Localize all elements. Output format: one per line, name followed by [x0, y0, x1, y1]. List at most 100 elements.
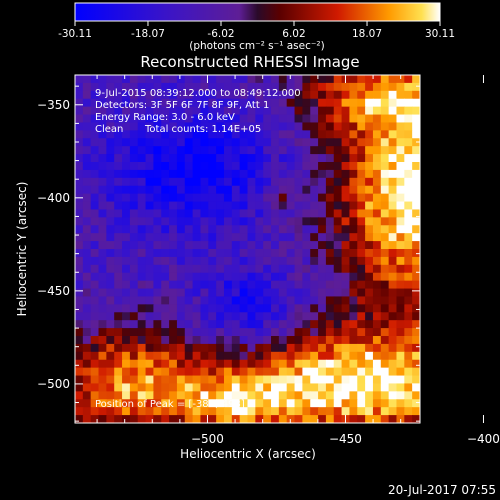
heatmap-cell	[380, 146, 390, 155]
heatmap-cell	[318, 320, 327, 329]
heatmap-cell	[263, 256, 272, 266]
heatmap-cell	[122, 399, 131, 408]
heatmap-cell	[341, 138, 351, 147]
heatmap-cell	[208, 296, 217, 305]
heatmap-cell	[302, 249, 311, 258]
heatmap-cell	[184, 288, 194, 298]
heatmap-cell	[388, 201, 398, 211]
heatmap-cell	[169, 367, 178, 377]
heatmap-cell	[372, 177, 382, 187]
heatmap-cell	[223, 367, 233, 377]
heatmap-cell	[90, 201, 100, 211]
heatmap-cell	[98, 217, 107, 226]
heatmap-cell	[114, 193, 123, 203]
heatmap-cell	[263, 114, 272, 124]
heatmap-cell	[396, 312, 405, 321]
heatmap-cell	[200, 336, 209, 345]
heatmap-cell	[310, 328, 319, 337]
heatmap-cell	[388, 90, 398, 100]
heatmap-cell	[82, 185, 92, 195]
heatmap-cell	[223, 106, 233, 116]
heatmap-cell	[263, 343, 272, 353]
heatmap-cell	[278, 201, 288, 211]
x-tick-label: −450	[329, 432, 362, 446]
heatmap-cell	[380, 256, 390, 266]
heatmap-cell	[208, 162, 217, 171]
heatmap-cell	[223, 320, 233, 329]
heatmap-cell	[255, 138, 264, 147]
heatmap-cell	[90, 256, 100, 266]
heatmap-cell	[176, 336, 186, 345]
heatmap-cell	[122, 154, 131, 163]
heatmap-cell	[223, 209, 233, 218]
heatmap-cell	[357, 98, 366, 108]
heatmap-cell	[82, 343, 92, 353]
plot-annotations: 9-Jul-2015 08:39:12.000 to 08:49:12.000 …	[95, 88, 301, 410]
heatmap-cell	[153, 241, 162, 250]
heatmap-cell	[161, 391, 170, 400]
heatmap-cell	[333, 367, 343, 377]
heatmap-cell	[247, 304, 256, 313]
heatmap-cell	[404, 169, 413, 179]
heatmap-cell	[122, 114, 131, 124]
heatmap-cell	[333, 312, 343, 321]
heatmap-cell	[145, 312, 155, 321]
heatmap-cell	[294, 288, 303, 298]
heatmap-cell	[286, 343, 296, 353]
heatmap-cell	[341, 193, 351, 203]
heatmap-cell	[231, 359, 241, 369]
heatmap-cell	[231, 193, 241, 203]
heatmap-cell	[161, 328, 170, 337]
heatmap-cell	[412, 296, 420, 305]
heatmap-cell	[239, 328, 249, 337]
heatmap-cell	[302, 138, 311, 147]
heatmap-cell	[145, 256, 155, 266]
heatmap-cell	[318, 296, 327, 305]
heatmap-cell	[380, 201, 390, 211]
heatmap-cell	[176, 177, 186, 187]
heatmap-cell	[208, 264, 217, 274]
heatmap-cell	[318, 177, 327, 187]
heatmap-cell	[122, 162, 131, 171]
heatmap-cell	[286, 415, 296, 423]
heatmap-cell	[106, 343, 115, 353]
heatmap-cell	[231, 106, 241, 116]
heatmap-cell	[153, 351, 162, 361]
heatmap-cell	[161, 351, 170, 361]
heatmap-cell	[325, 90, 335, 100]
heatmap-cell	[357, 82, 366, 92]
heatmap-cell	[286, 407, 296, 416]
heatmap-cell	[200, 407, 209, 416]
heatmap-cell	[286, 359, 296, 369]
heatmap-cell	[388, 272, 398, 282]
heatmap-cell	[357, 217, 366, 226]
heatmap-cell	[75, 399, 84, 408]
heatmap-cell	[412, 225, 420, 234]
heatmap-cell	[129, 154, 139, 163]
heatmap-cell	[388, 296, 398, 305]
heatmap-cell	[404, 154, 413, 163]
heatmap-cell	[341, 296, 351, 305]
heatmap-cell	[208, 367, 217, 377]
heatmap-cell	[380, 185, 390, 195]
heatmap-cell	[129, 249, 139, 258]
heatmap-cell	[333, 336, 343, 345]
heatmap-cell	[294, 399, 303, 408]
heatmap-cell	[325, 185, 335, 195]
heatmap-cell	[192, 375, 202, 385]
heatmap-cell	[380, 130, 390, 139]
heatmap-cell	[145, 336, 155, 345]
heatmap-cell	[365, 272, 374, 282]
heatmap-cell	[349, 185, 358, 195]
heatmap-cell	[380, 169, 390, 179]
heatmap-cell	[412, 209, 420, 218]
heatmap-cell	[255, 177, 264, 187]
heatmap-cell	[153, 138, 162, 147]
heatmap-cell	[200, 233, 209, 242]
heatmap-cell	[255, 241, 264, 250]
heatmap-cell	[90, 264, 100, 274]
heatmap-cell	[263, 296, 272, 305]
heatmap-cell	[82, 328, 92, 337]
heatmap-cell	[310, 407, 319, 416]
heatmap-cell	[145, 177, 155, 187]
